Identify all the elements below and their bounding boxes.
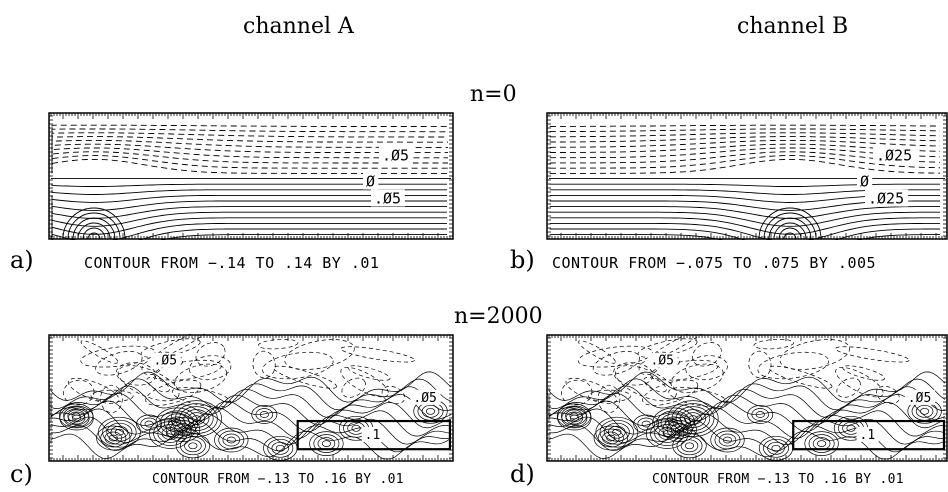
contour-label: .Ø5 [374, 190, 401, 208]
row-header-n2000: n=2000 [454, 304, 543, 329]
contour-label: Ø [366, 173, 375, 191]
contour-label-bg [150, 352, 181, 368]
contour-label: .Ø5 [908, 391, 931, 406]
contour-label-bg [865, 189, 909, 207]
panel-label-c: c) [10, 460, 33, 488]
contour-label: .Ø25 [868, 190, 904, 208]
negative-contours [549, 124, 941, 174]
negative-contours [51, 124, 448, 174]
contour-label: .Ø5 [154, 354, 177, 369]
panel-label-b: b) [510, 246, 535, 274]
highlight-box [792, 419, 946, 451]
contour-label-bg [647, 352, 678, 368]
contour-label-bg [856, 426, 879, 442]
contour-label-bg [371, 189, 405, 207]
negative-contours [561, 334, 910, 413]
contour-label: .Ø5 [651, 354, 674, 369]
contour-label: Ø [860, 173, 869, 191]
tick-marks [547, 113, 947, 239]
contour-label-bg [410, 389, 441, 405]
contour-label: .Ø25 [876, 147, 912, 165]
panel-a: .Ø5 Ø .Ø5 [48, 112, 454, 240]
positive-contours [50, 371, 452, 461]
contour-label-bg [857, 172, 873, 190]
tick-marks [49, 335, 453, 461]
contour-label-bg [363, 172, 379, 190]
panel-caption-d: CONTOUR FROM −.13 TO .16 BY .01 [652, 472, 904, 487]
panel-caption-c: CONTOUR FROM −.13 TO .16 BY .01 [152, 472, 404, 487]
contour-label: .Ø5 [382, 147, 409, 165]
contour-label-bg [904, 389, 935, 405]
highlight-box [296, 419, 452, 451]
contour-plot-a: .Ø5Ø.Ø5 [48, 112, 454, 240]
contour-label: .1 [860, 428, 876, 443]
contour-label-bg [379, 146, 413, 164]
panel-c: .Ø5 .Ø5 .1 [48, 334, 454, 462]
tick-marks [49, 113, 453, 239]
column-header-a: channel A [243, 14, 354, 39]
panel-label-d: d) [510, 460, 535, 488]
panel-caption-a: CONTOUR FROM −.14 TO .14 BY .01 [84, 254, 380, 272]
negative-contours [63, 334, 415, 413]
panel-b: .Ø25 Ø .Ø25 [546, 112, 948, 240]
row-header-n0: n=0 [470, 82, 517, 107]
contour-label-bg [361, 426, 384, 442]
contour-label: .1 [365, 428, 381, 443]
positive-contours [549, 178, 945, 240]
contour-label-bg [873, 146, 917, 164]
panel-label-a: a) [10, 246, 34, 274]
panel-d: .Ø5 .Ø5 .1 [546, 334, 948, 462]
contour-plot-c: .Ø5 .Ø5 .1 [48, 334, 454, 462]
column-header-b: channel B [737, 14, 849, 39]
positive-contours [548, 371, 946, 461]
panel-caption-b: CONTOUR FROM −.075 TO .075 BY .005 [552, 254, 877, 272]
contour-plot-d: .Ø5 .Ø5 .1 [546, 334, 948, 462]
positive-contours [51, 178, 451, 240]
contour-label: .Ø5 [413, 391, 436, 406]
